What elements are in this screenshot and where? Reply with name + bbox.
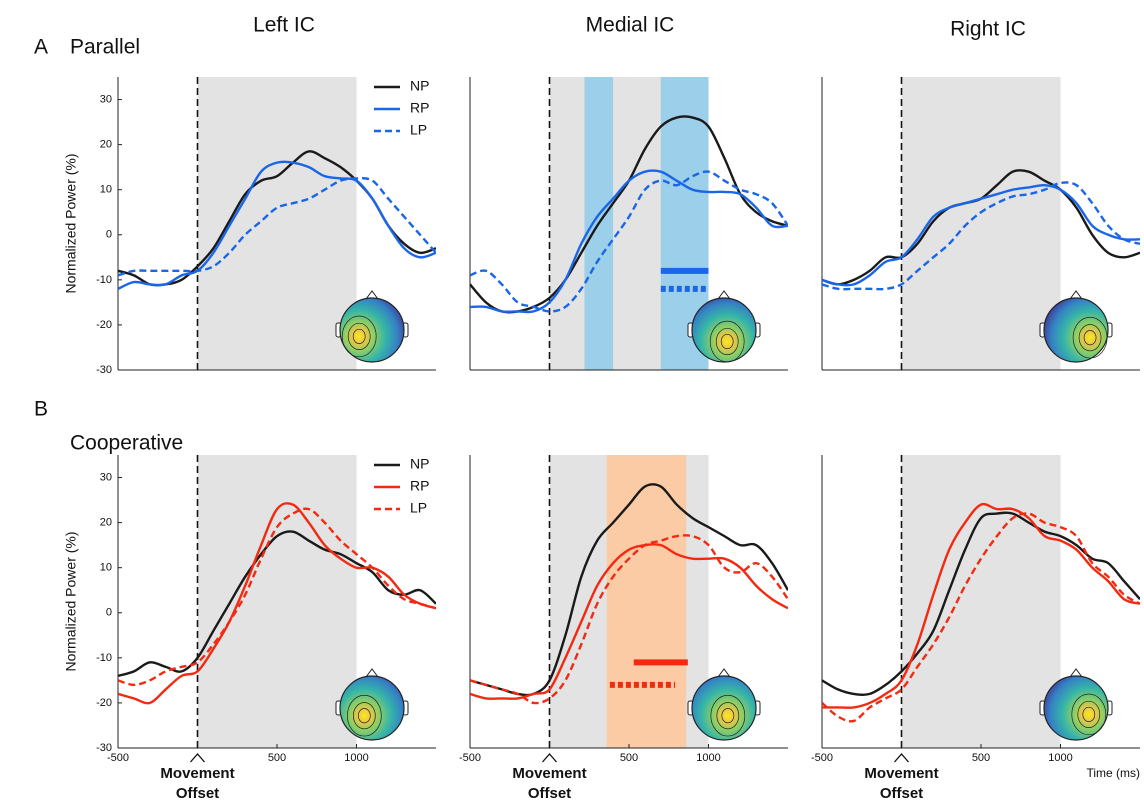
y-tick-label: 0 — [106, 229, 112, 241]
topo-map — [691, 297, 757, 363]
column-title: Medial IC — [586, 14, 675, 37]
series-line — [470, 169, 788, 314]
topo-nose — [717, 290, 731, 300]
y-tick-label: 20 — [100, 139, 112, 151]
series-line — [822, 183, 1140, 287]
series-line — [118, 177, 436, 277]
series-line — [118, 507, 436, 687]
topo-map — [339, 297, 405, 363]
topo-contour — [347, 322, 371, 350]
series-line — [822, 181, 1140, 291]
series-line — [822, 512, 1140, 723]
x-tick-label: 500 — [620, 752, 638, 764]
topo-contour — [1071, 693, 1107, 736]
topo-nose — [717, 668, 731, 678]
column-title: Right IC — [950, 18, 1026, 41]
annotation: Movement — [160, 765, 234, 782]
annotation: Offset — [528, 785, 571, 802]
y-tick-label: 20 — [100, 517, 112, 529]
x-tick-label: 1000 — [696, 752, 720, 764]
y-tick-label: 30 — [100, 471, 112, 483]
x-tick-label: -500 — [107, 752, 129, 764]
x-tick-label: -500 — [811, 752, 833, 764]
topo-contour — [346, 694, 382, 737]
topo-nose — [1069, 668, 1083, 678]
x-axis-label: Time (ms) — [1086, 766, 1140, 780]
legend-label: NP — [410, 78, 429, 94]
topo-contour — [721, 708, 735, 724]
annotation-caret — [190, 753, 205, 763]
x-tick-label: 1000 — [344, 752, 368, 764]
topo-contour — [1078, 324, 1102, 352]
y-axis-label: Normalized Power (%) — [63, 531, 79, 671]
topo-nose — [365, 290, 379, 300]
x-tick-label: 1000 — [1048, 752, 1072, 764]
topo-contour — [1083, 330, 1097, 346]
topo-map — [339, 675, 405, 741]
topo-contour — [352, 328, 366, 344]
series-line — [470, 534, 788, 705]
row-letter: B — [34, 398, 48, 421]
topo-nose — [365, 668, 379, 678]
topo-contour — [1082, 706, 1096, 722]
shade-region — [197, 77, 357, 370]
annotation: Offset — [176, 785, 219, 802]
y-tick-label: 10 — [100, 184, 112, 196]
series-line — [822, 502, 1140, 709]
y-axis-label: Normalized Power (%) — [63, 153, 79, 293]
topo-contour — [710, 694, 746, 737]
y-tick-label: -20 — [96, 319, 112, 331]
y-tick-label: 10 — [100, 562, 112, 574]
shade-region — [901, 77, 1061, 370]
x-tick-label: -500 — [459, 752, 481, 764]
y-tick-label: 0 — [106, 607, 112, 619]
legend-label: LP — [410, 500, 427, 516]
topo-map — [691, 675, 757, 741]
topo-contour — [716, 702, 740, 730]
highlight-band — [606, 455, 687, 748]
annotation-caret — [542, 753, 557, 763]
topo-map — [1043, 675, 1109, 741]
topo-map — [1043, 297, 1109, 363]
annotation-caret — [894, 753, 909, 763]
annotation: Offset — [880, 785, 923, 802]
topo-contour — [1072, 316, 1108, 359]
legend-label: RP — [410, 478, 429, 494]
shade-region — [901, 455, 1061, 748]
x-tick-label: 500 — [268, 752, 286, 764]
row-label: Parallel — [70, 36, 140, 59]
topo-contour — [352, 702, 376, 730]
series-line — [118, 160, 436, 290]
y-tick-label: -10 — [96, 652, 112, 664]
row-label: Cooperative — [70, 432, 183, 455]
y-tick-label: -10 — [96, 274, 112, 286]
row-letter: A — [34, 36, 48, 59]
topo-contour — [1077, 700, 1101, 728]
series-line — [118, 502, 436, 705]
series-line — [822, 511, 1140, 696]
y-tick-label: -20 — [96, 697, 112, 709]
topo-contour — [341, 315, 377, 358]
annotation: Movement — [512, 765, 586, 782]
topo-contour — [715, 327, 739, 356]
y-tick-label: -30 — [96, 364, 112, 376]
series-line — [470, 170, 788, 313]
topo-contour — [720, 333, 734, 350]
topo-contour — [357, 708, 371, 724]
y-tick-label: 30 — [100, 93, 112, 105]
legend-label: RP — [410, 100, 429, 116]
series-line — [470, 483, 788, 697]
x-tick-label: 500 — [972, 752, 990, 764]
column-title: Left IC — [253, 14, 315, 37]
shade-region — [197, 455, 357, 748]
topo-nose — [1069, 290, 1083, 300]
annotation: Movement — [864, 765, 938, 782]
legend-label: NP — [410, 456, 429, 472]
legend-label: LP — [410, 122, 427, 138]
topo-contour — [709, 320, 745, 363]
y-tick-label: -30 — [96, 742, 112, 754]
